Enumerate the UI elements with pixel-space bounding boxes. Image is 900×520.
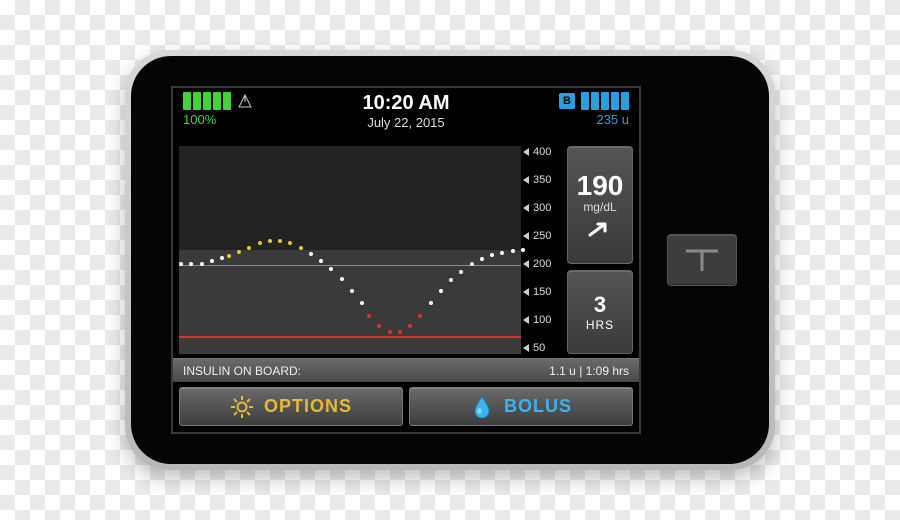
iob-time: 1:09 hrs bbox=[586, 364, 629, 378]
hardware-button[interactable] bbox=[667, 234, 737, 286]
bolus-button[interactable]: BOLUS bbox=[409, 387, 633, 426]
iob-units: 1.1 u bbox=[549, 364, 576, 378]
device-frame: 100% 10:20 AM July 22, 2015 B 235 u bbox=[125, 50, 775, 470]
main-area: 400 350 300 250 200 150 100 50 190 mg/dL 3 HRS bbox=[173, 142, 639, 358]
battery-percent: 100% bbox=[183, 112, 216, 127]
time-label: 10:20 AM bbox=[362, 92, 449, 115]
screen: 100% 10:20 AM July 22, 2015 B 235 u bbox=[171, 86, 641, 434]
y-tick: 250 bbox=[523, 230, 565, 242]
glucose-reading[interactable]: 190 mg/dL bbox=[567, 146, 633, 264]
glucose-unit: mg/dL bbox=[583, 200, 616, 214]
glucose-chart[interactable] bbox=[179, 146, 521, 354]
timespan-label: HRS bbox=[586, 318, 614, 332]
y-tick: 100 bbox=[523, 314, 565, 326]
y-tick: 350 bbox=[523, 174, 565, 186]
bluetooth-badge: B bbox=[559, 93, 575, 109]
insulin-status: B 235 u bbox=[559, 92, 629, 142]
drop-icon bbox=[470, 395, 494, 419]
y-tick: 200 bbox=[523, 258, 565, 270]
gear-icon bbox=[230, 395, 254, 419]
button-row: OPTIONS BOLUS bbox=[173, 382, 639, 432]
trend-arrow-icon bbox=[587, 220, 613, 238]
t-logo-icon bbox=[682, 245, 722, 275]
options-button[interactable]: OPTIONS bbox=[179, 387, 403, 426]
chart-area: 400 350 300 250 200 150 100 50 bbox=[173, 142, 567, 358]
battery-status: 100% bbox=[183, 92, 253, 142]
y-axis: 400 350 300 250 200 150 100 50 bbox=[521, 142, 567, 358]
datetime: 10:20 AM July 22, 2015 bbox=[362, 92, 449, 142]
device-bezel: 100% 10:20 AM July 22, 2015 B 235 u bbox=[131, 56, 769, 464]
iob-label: INSULIN ON BOARD: bbox=[183, 364, 301, 378]
glucose-value: 190 bbox=[577, 172, 624, 200]
date-label: July 22, 2015 bbox=[367, 115, 444, 130]
timespan-value: 3 bbox=[594, 292, 606, 318]
y-tick: 50 bbox=[523, 342, 565, 354]
battery-bars bbox=[183, 92, 231, 110]
y-tick: 400 bbox=[523, 146, 565, 158]
y-tick: 300 bbox=[523, 202, 565, 214]
chart-dots bbox=[179, 146, 521, 354]
bolus-label: BOLUS bbox=[504, 396, 572, 417]
signal-icon bbox=[237, 93, 253, 109]
insulin-units: 235 u bbox=[596, 112, 629, 127]
status-bar: 100% 10:20 AM July 22, 2015 B 235 u bbox=[173, 88, 639, 142]
iob-bar: INSULIN ON BOARD: 1.1 u | 1:09 hrs bbox=[173, 358, 639, 382]
y-tick: 150 bbox=[523, 286, 565, 298]
iob-values: 1.1 u | 1:09 hrs bbox=[549, 364, 629, 378]
options-label: OPTIONS bbox=[264, 396, 352, 417]
timespan-button[interactable]: 3 HRS bbox=[567, 270, 633, 355]
side-panel: 190 mg/dL 3 HRS bbox=[567, 142, 639, 358]
insulin-bars bbox=[581, 92, 629, 110]
